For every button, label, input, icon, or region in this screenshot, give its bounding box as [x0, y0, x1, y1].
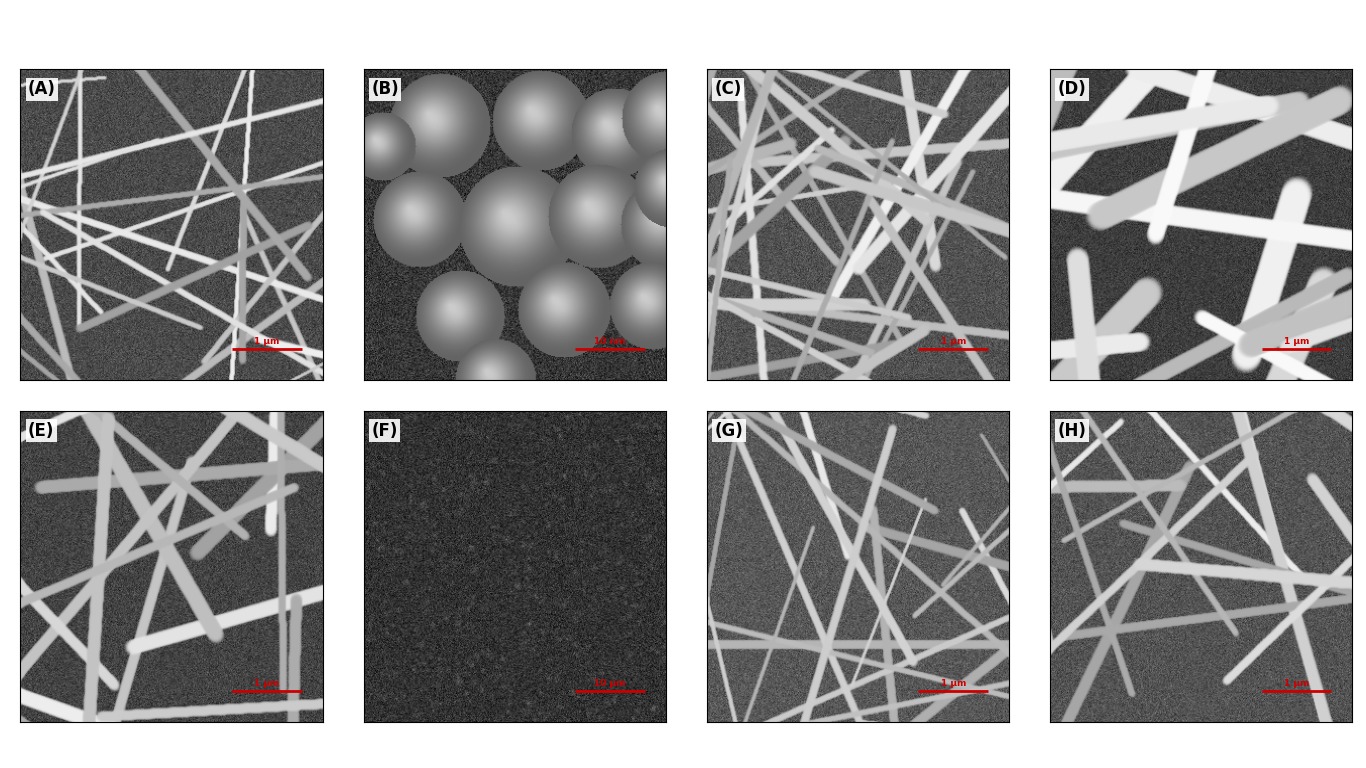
- Text: 1 μm: 1 μm: [1284, 337, 1309, 346]
- Text: (B): (B): [372, 80, 399, 98]
- Text: 1 μm: 1 μm: [941, 679, 966, 687]
- Text: (F): (F): [372, 422, 398, 440]
- Text: 1 μm: 1 μm: [941, 337, 966, 346]
- Text: (G): (G): [714, 422, 743, 440]
- Text: (H): (H): [1057, 422, 1086, 440]
- Text: 1 μm: 1 μm: [254, 679, 280, 687]
- Text: (D): (D): [1057, 80, 1086, 98]
- Text: 1 μm: 1 μm: [1284, 679, 1309, 687]
- Text: (A): (A): [29, 80, 56, 98]
- Text: (C): (C): [714, 80, 742, 98]
- Text: 10 nm: 10 nm: [594, 337, 626, 346]
- Text: 1 μm: 1 μm: [254, 337, 280, 346]
- Text: (E): (E): [29, 422, 55, 440]
- Text: 10 μm: 10 μm: [594, 679, 626, 687]
